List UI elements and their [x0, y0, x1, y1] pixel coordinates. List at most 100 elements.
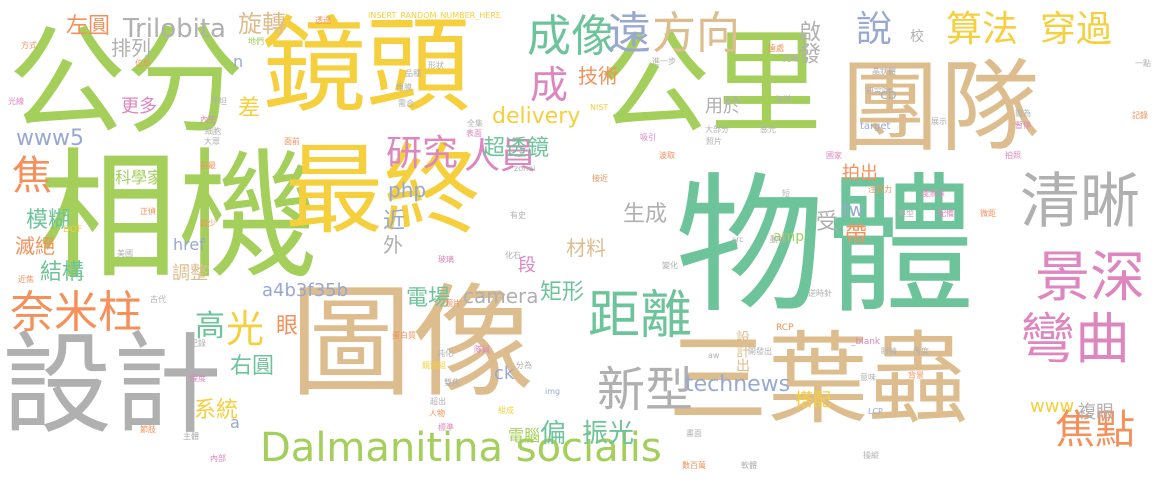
- word-118: 晶狀體: [872, 67, 896, 76]
- word-151: 拍照: [1005, 151, 1021, 160]
- word-103: 主體: [183, 432, 199, 441]
- word-2: 鏡頭: [262, 5, 471, 127]
- word-148: 海洋: [775, 95, 791, 104]
- word-45: 電場: [406, 286, 451, 311]
- word-68: 複眼: [1078, 402, 1114, 423]
- word-85: LCP: [868, 407, 883, 416]
- word-29: Trilobita: [123, 14, 226, 44]
- word-113: 有史: [510, 211, 526, 220]
- word-33: 更多: [121, 96, 157, 117]
- word-116: 變化: [662, 261, 678, 270]
- word-81: _blank: [851, 337, 881, 347]
- word-146: 光場: [783, 54, 799, 63]
- word-129: 背景: [908, 371, 924, 380]
- word-16: 成像: [527, 11, 615, 62]
- word-100: 古代: [150, 295, 166, 304]
- word-163: 雙焦: [444, 378, 460, 387]
- word-90: 光線: [8, 97, 24, 106]
- word-38: 結構: [40, 260, 85, 285]
- word-101: 紀錄: [190, 339, 206, 348]
- word-54: php: [388, 178, 427, 202]
- word-83: DOF: [63, 225, 83, 235]
- word-39: 光: [226, 307, 265, 351]
- word-22: 奈米柱: [10, 287, 142, 338]
- word-166: 位於: [135, 59, 151, 68]
- word-78: a: [230, 413, 240, 432]
- word-162: 鈍化: [437, 349, 453, 358]
- word-160: 分為: [516, 361, 532, 370]
- word-48: technews: [685, 372, 791, 397]
- word-52: 搭配: [795, 390, 831, 411]
- word-107: 形狀: [428, 61, 444, 70]
- word-51: 設計出: [734, 330, 750, 372]
- word-64: tw: [842, 200, 864, 221]
- word-5: 團隊: [840, 49, 1040, 166]
- word-123: 微距: [980, 209, 996, 218]
- word-133: 開發出: [748, 347, 772, 356]
- word-112: 化石: [505, 251, 521, 260]
- word-91: 方式: [21, 41, 37, 50]
- word-161: 隊員: [474, 345, 490, 354]
- word-50: 振光: [582, 419, 635, 449]
- word-7: 設計: [2, 321, 222, 449]
- word-0: 相機: [38, 136, 319, 299]
- word-30: 旋轉: [238, 10, 286, 38]
- word-19: 說: [856, 9, 893, 50]
- word-140: 鏡頭組: [422, 361, 446, 370]
- word-124: 研究院: [866, 87, 890, 96]
- word-36: 模糊: [26, 208, 71, 233]
- word-42: 右圓: [230, 354, 275, 379]
- word-62: 校: [910, 29, 924, 45]
- word-141: 感光: [760, 125, 776, 134]
- word-97: 較少: [200, 219, 216, 228]
- word-99: 近焦: [18, 275, 34, 284]
- word-165: 蛋白質: [392, 331, 416, 340]
- word-25: 人員: [464, 136, 537, 177]
- word-149: 展示: [931, 117, 947, 126]
- word-104: 內部: [210, 454, 226, 463]
- word-114: 接近: [592, 174, 608, 183]
- word-61: 啟發: [795, 20, 820, 64]
- word-56: 材料: [566, 236, 606, 260]
- word-139: 超出: [430, 397, 446, 406]
- word-120: 淺景深: [921, 189, 945, 198]
- word-9: 最終: [285, 134, 482, 248]
- word-27: 技術: [578, 64, 618, 88]
- word-66: 帶: [845, 223, 868, 248]
- word-75: amp: [773, 229, 805, 245]
- word-18: 遠: [607, 8, 651, 59]
- word-105: 節肢: [140, 425, 156, 434]
- word-92: 地們: [248, 37, 264, 46]
- word-11: 景深: [1035, 245, 1146, 309]
- word-57: 近: [383, 209, 406, 234]
- word-3: 公里: [598, 19, 822, 149]
- word-24: 研究: [386, 133, 459, 174]
- word-12: 彎曲: [1020, 307, 1131, 371]
- word-46: camera: [463, 284, 539, 308]
- word-93: 平坦: [211, 97, 227, 106]
- word-43: 系統: [194, 398, 239, 423]
- word-109: 全集: [467, 119, 483, 128]
- word-47: 矩形: [540, 280, 585, 305]
- word-70: 差: [238, 96, 261, 121]
- word-153: 簡為: [1015, 109, 1031, 118]
- word-79: INSERT_RANDOM_NUMBER_HERE: [368, 11, 501, 20]
- word-72: 調整: [172, 263, 208, 284]
- word-134: 操縱: [863, 451, 879, 460]
- word-32: 排列: [111, 36, 151, 60]
- word-59: 段: [518, 255, 536, 276]
- word-111: 玻璃: [438, 255, 454, 264]
- word-84: RCP: [776, 323, 794, 333]
- word-110: 表面: [466, 129, 482, 138]
- word-150: 記錄: [1132, 111, 1148, 120]
- word-44: a4b3f35b: [262, 280, 349, 301]
- word-67: www: [1030, 396, 1075, 417]
- word-155: 細胞: [205, 127, 221, 136]
- word-137: 人物: [429, 409, 445, 418]
- word-102: 程度: [190, 374, 206, 383]
- word-17: 方向: [652, 8, 740, 59]
- word-132: 數百萬: [682, 461, 706, 470]
- word-121: 典型: [898, 209, 914, 218]
- word-95: 前最: [200, 161, 216, 170]
